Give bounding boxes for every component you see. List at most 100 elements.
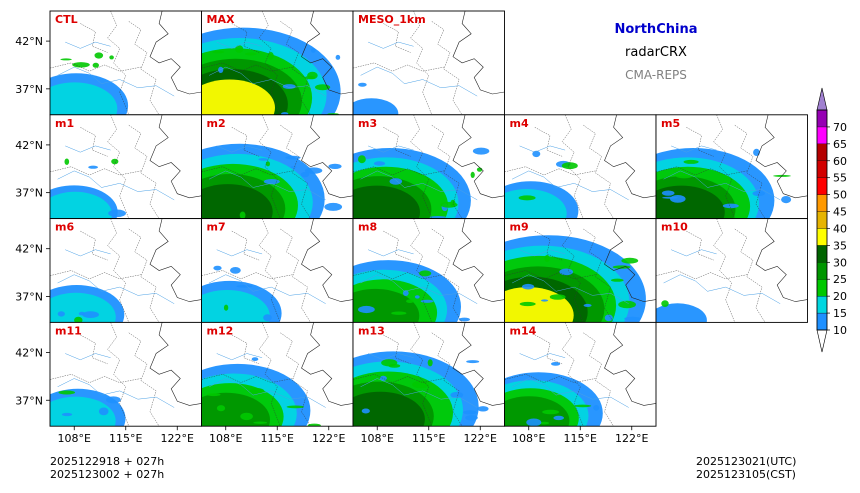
echo-cell [218, 66, 224, 73]
colorbar-segment-50 [816, 177, 828, 195]
panel-label: m2 [207, 117, 226, 130]
panel-background [353, 11, 505, 115]
colorbar-over-arrow [816, 87, 828, 111]
panel-m4: m4 [504, 114, 657, 220]
province-border [50, 270, 141, 280]
echo-cell [235, 45, 244, 53]
panel-label: m6 [55, 221, 74, 234]
river [65, 145, 111, 153]
province-border [410, 322, 432, 427]
river [360, 274, 478, 304]
coastline [149, 11, 202, 95]
coastline [452, 114, 505, 199]
echo-cell [98, 407, 109, 416]
echo-level-15 [50, 191, 112, 219]
echo-cell [722, 203, 739, 209]
echo-cell [611, 278, 624, 282]
colorbar-tick-label: 25 [833, 273, 847, 286]
province-border [107, 322, 129, 427]
x-tick-label: 122°E [615, 432, 648, 445]
coastline [301, 218, 353, 302]
river [511, 274, 629, 304]
echo-cell [458, 317, 470, 322]
coastline [149, 322, 202, 406]
river [208, 378, 326, 408]
echo-cell [244, 52, 257, 56]
province-border [201, 374, 293, 383]
x-tick-label: 122°E [161, 432, 194, 445]
echo-cell [402, 290, 409, 296]
province-border [534, 127, 563, 157]
echo-cell [559, 268, 574, 276]
echo-cell [251, 357, 259, 361]
x-tick-label: 122°E [464, 432, 497, 445]
echo-cell [541, 299, 549, 302]
colorbar-tick-label: 50 [833, 189, 847, 202]
y-tick-label: 42°N [15, 139, 43, 152]
river [57, 66, 175, 97]
river [368, 249, 414, 257]
echo-cell [290, 166, 297, 169]
echo-cell [553, 415, 564, 421]
colorbar-tick-label: 20 [833, 290, 847, 303]
panel-m10: m10 [655, 218, 808, 323]
province-border [50, 374, 141, 383]
coastline [604, 114, 656, 199]
echo-cell [249, 388, 265, 395]
echo-cell [624, 316, 641, 321]
river [65, 353, 111, 361]
panel-m3: m3 [352, 114, 505, 220]
river [57, 378, 175, 408]
province-border [713, 218, 735, 323]
province-border [534, 334, 563, 365]
echo-cell [282, 84, 296, 89]
echo-cell [670, 195, 686, 203]
province-border [504, 270, 596, 280]
valid-time-cst: 2025123105(CST) [696, 468, 796, 481]
province-border [231, 230, 260, 261]
echo-cell [108, 209, 126, 218]
panel-m1: m1 [49, 114, 202, 220]
panels-grid: CTL MAX MESO_1km m1 m2 m3 m4 m5 m6 m7 m8 m9 m10 m11 m1… [49, 10, 808, 427]
province-border [353, 166, 444, 176]
echo-cell [661, 190, 675, 196]
panel-ctl: CTL [49, 10, 202, 116]
province-border [258, 114, 281, 219]
province-border [686, 230, 714, 261]
echo-cell [412, 380, 430, 389]
echo-cell [427, 359, 433, 367]
panel-m8: m8 [352, 218, 505, 323]
coastline [452, 322, 505, 406]
panel-label: m5 [661, 117, 680, 130]
echo-cell [618, 300, 636, 309]
echo-cell [324, 202, 343, 211]
province-border [561, 322, 584, 427]
echo-cell [253, 421, 268, 424]
province-border [504, 166, 596, 176]
echo-cell [358, 82, 367, 87]
echo-level-25 [504, 396, 570, 427]
colorbar-tick-label: 45 [833, 206, 847, 219]
x-tick-label: 108°E [512, 432, 545, 445]
panel-label: m4 [510, 117, 529, 130]
echo-cell [305, 75, 315, 80]
init-time-line2: 2025123002 + 027h [50, 468, 165, 481]
colorbar-tick-label: 30 [833, 256, 847, 269]
echo-level-15 [50, 396, 116, 427]
river [57, 274, 175, 304]
echo-cell [88, 165, 98, 169]
variable-title: radarCRX [625, 45, 687, 60]
y-tick-label: 37°N [15, 290, 43, 303]
province-border [561, 114, 584, 219]
echo-cell [310, 48, 316, 53]
echo-cell [551, 362, 561, 366]
panel-label: m12 [207, 324, 234, 337]
echo-cell [92, 62, 100, 68]
colorbar-tick-label: 40 [833, 223, 847, 236]
river [216, 145, 263, 153]
colorbar-tick-label: 35 [833, 239, 847, 252]
echo-cell [281, 112, 289, 115]
echo-cell [522, 283, 535, 290]
province-border [686, 127, 714, 157]
coastline [755, 114, 808, 199]
